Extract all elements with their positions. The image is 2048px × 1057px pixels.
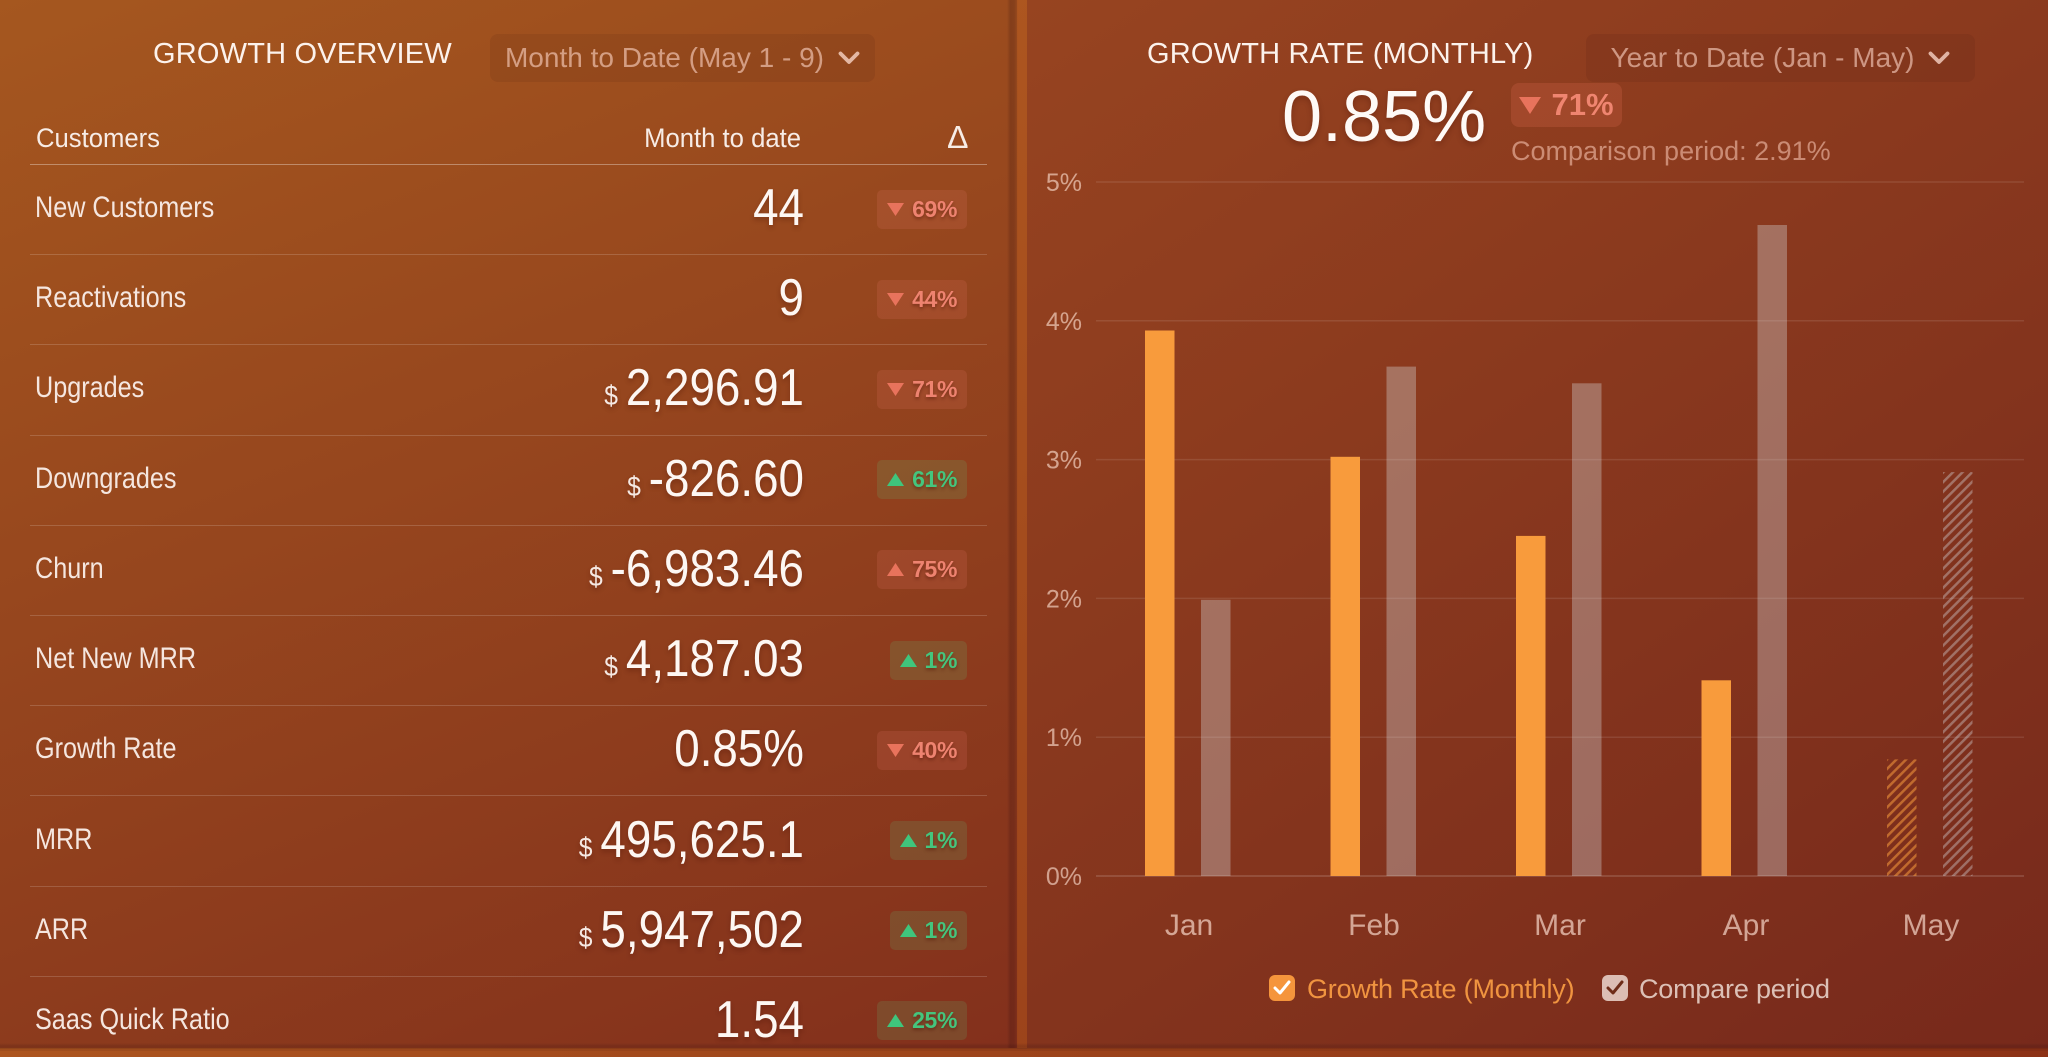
svg-text:May: May xyxy=(1903,909,1960,942)
svg-text:Feb: Feb xyxy=(1348,909,1400,942)
svg-text:Apr: Apr xyxy=(1723,909,1770,942)
svg-text:5%: 5% xyxy=(1046,169,1082,197)
svg-text:3%: 3% xyxy=(1046,447,1082,475)
svg-text:1%: 1% xyxy=(1046,724,1082,752)
svg-text:Mar: Mar xyxy=(1534,909,1586,942)
svg-text:4%: 4% xyxy=(1046,308,1082,336)
svg-text:Jan: Jan xyxy=(1165,909,1213,942)
svg-text:2%: 2% xyxy=(1046,585,1082,613)
svg-text:0%: 0% xyxy=(1046,863,1082,891)
